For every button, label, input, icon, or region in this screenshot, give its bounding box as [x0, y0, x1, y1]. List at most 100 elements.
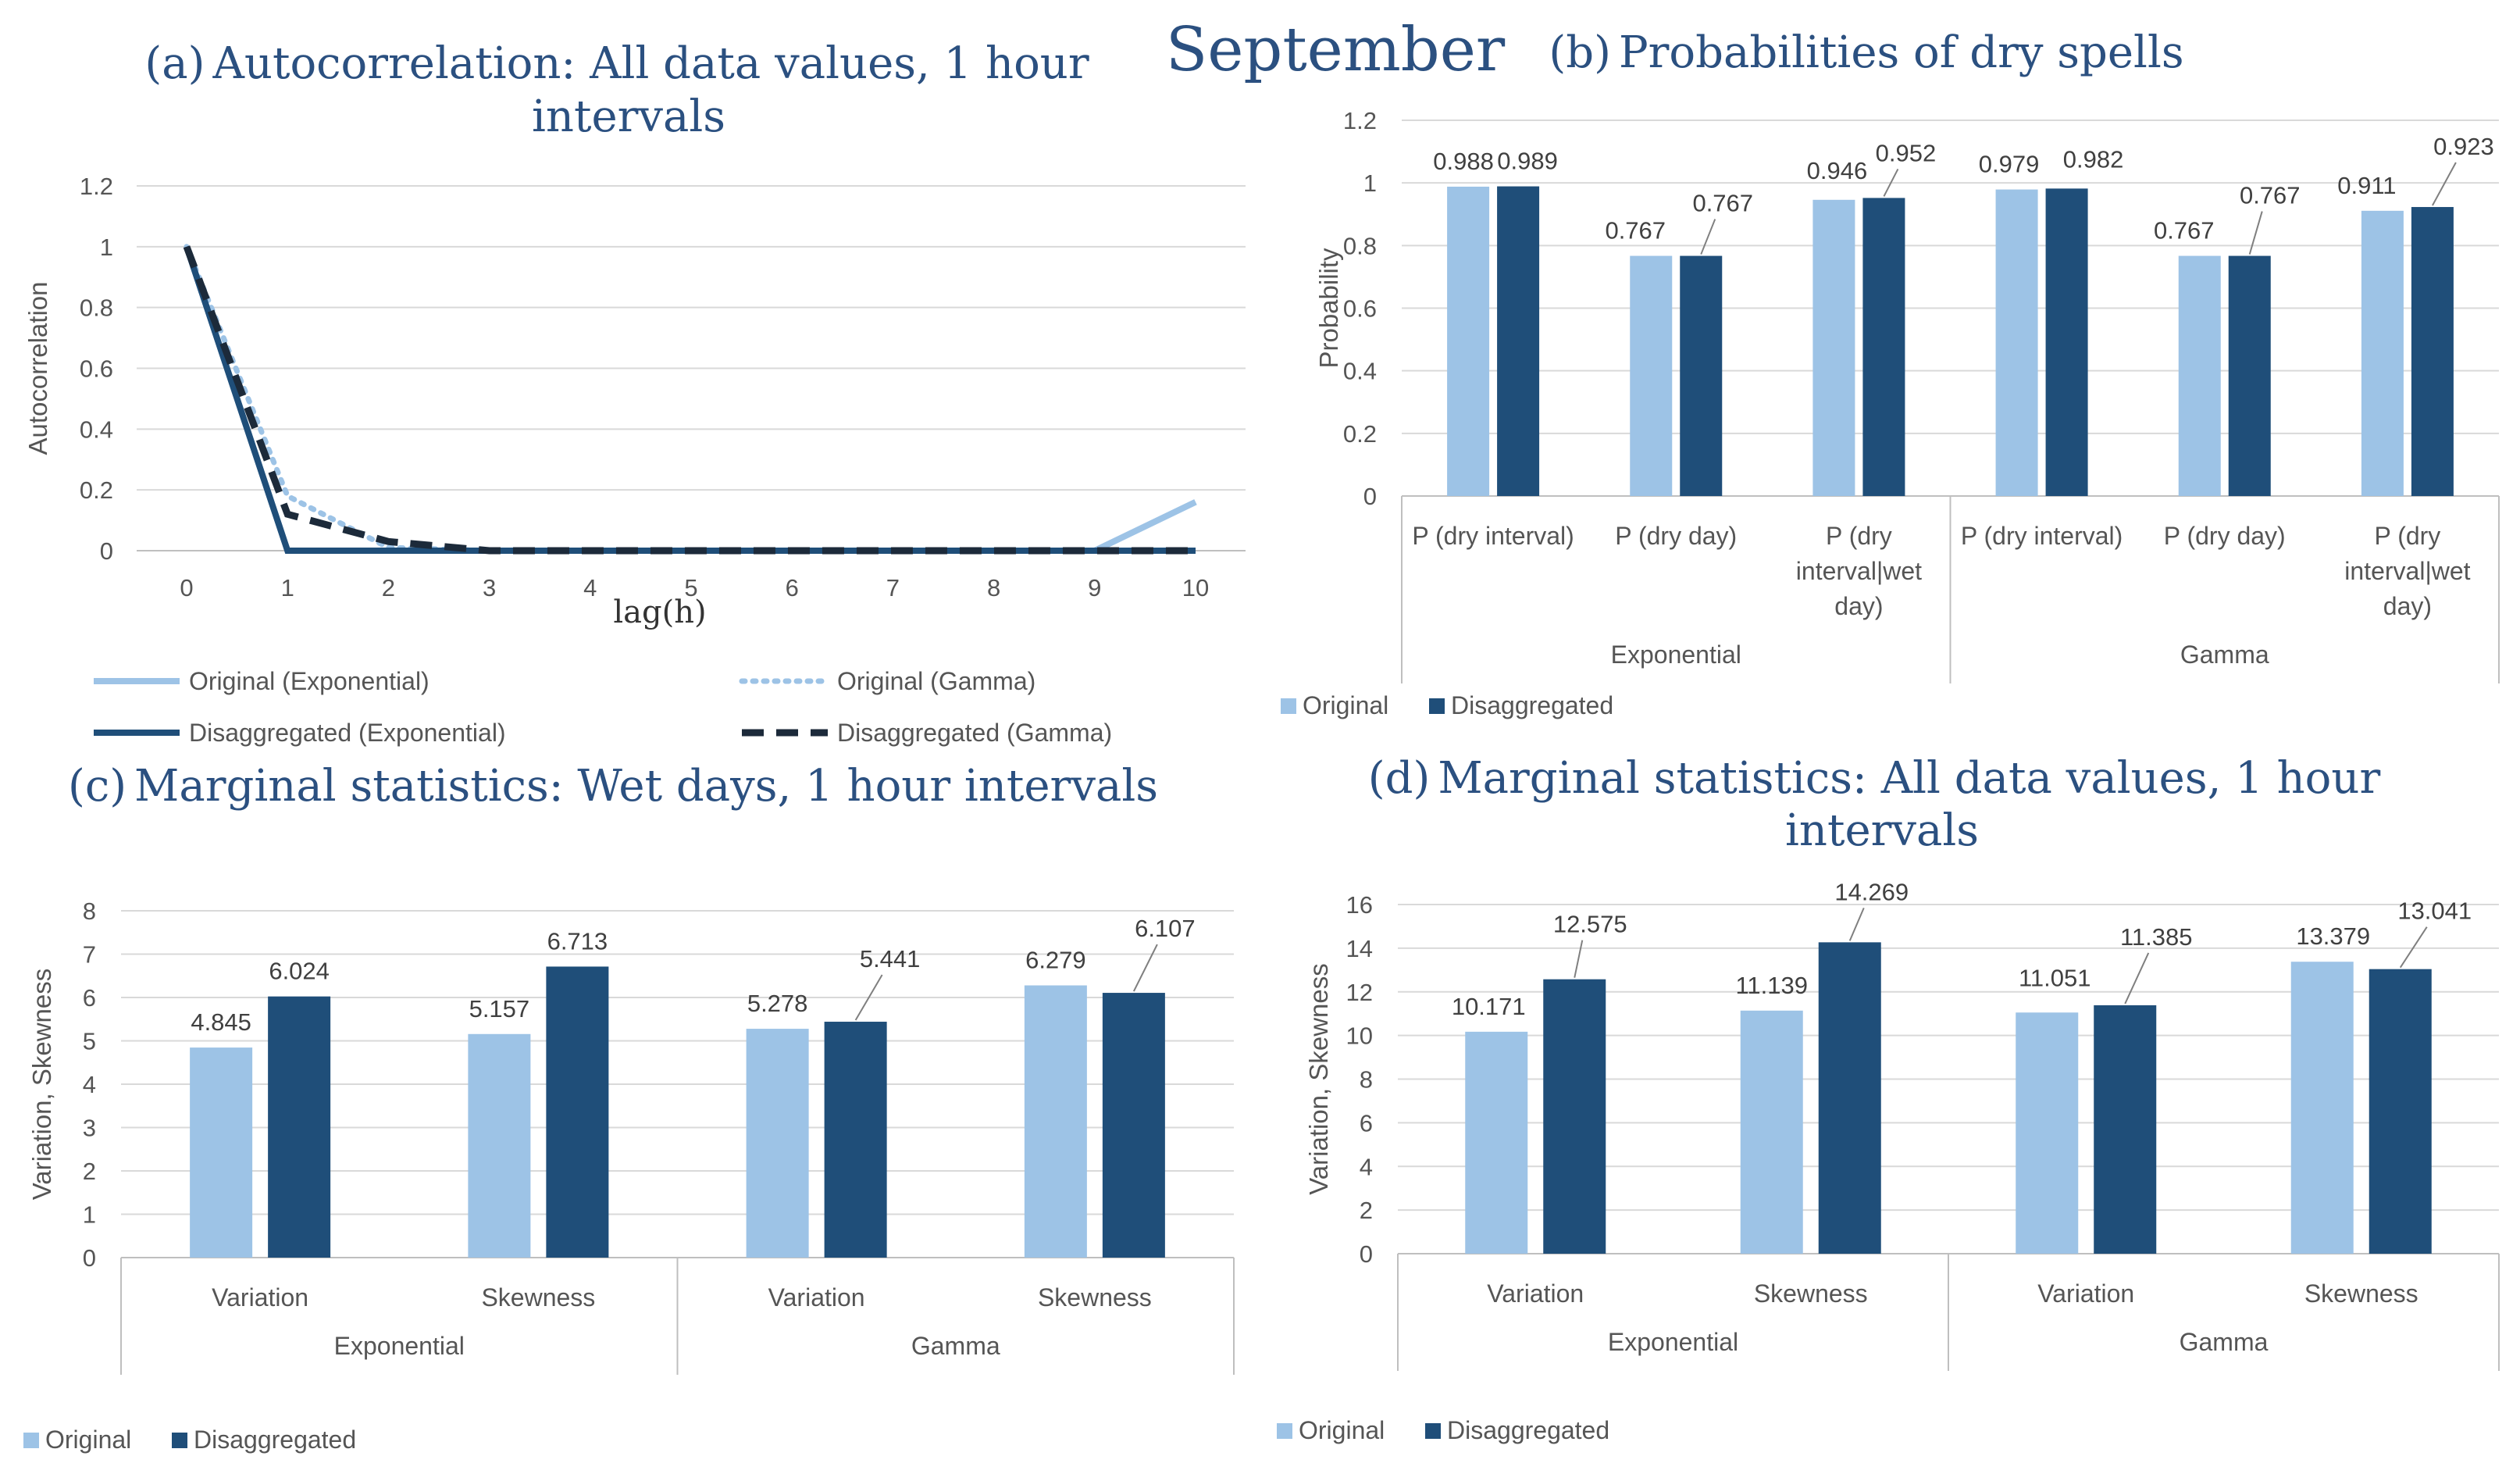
x-tick-label: 7: [886, 574, 900, 601]
y-tick-label: 0.8: [80, 294, 113, 322]
data-label: 13.041: [2397, 898, 2472, 925]
chart-title-line2: intervals: [532, 91, 725, 142]
x-tick-label: 5: [684, 574, 697, 601]
y-axis-label: Variation, Skewness: [1304, 963, 1333, 1195]
y-tick-label: 1: [100, 234, 113, 261]
bar: [746, 1029, 809, 1258]
chart-title-letter: (b): [1549, 27, 1611, 78]
y-tick-label: 2: [1360, 1197, 1373, 1224]
legend-swatch: [1429, 698, 1445, 714]
data-label: 14.269: [1834, 878, 1909, 905]
label-leader-line: [2432, 162, 2457, 206]
chart-title-text: Probabilities of dry spells: [1619, 27, 2184, 78]
y-tick-label: 2: [83, 1158, 96, 1185]
y-axis-label: Probability: [1314, 248, 1343, 369]
x-tick-label: 3: [483, 574, 496, 601]
chart-title-line2: intervals: [1785, 805, 1979, 856]
legend-label: Original (Exponential): [189, 667, 430, 695]
y-axis-label: Variation, Skewness: [27, 969, 56, 1201]
data-label: 0.989: [1497, 148, 1558, 175]
x-tick-label: day): [1834, 592, 1883, 620]
bar: [1465, 1031, 1528, 1254]
bar: [1447, 186, 1490, 496]
data-label: 0.911: [2337, 172, 2396, 199]
x-tick-label: 9: [1088, 574, 1101, 601]
bar: [1543, 979, 1606, 1254]
x-tick-label: P (dry: [1826, 522, 1892, 550]
label-leader-line: [854, 974, 883, 1021]
x-tick-label: 0: [180, 574, 193, 601]
x-tick-label: interval|wet: [1796, 557, 1922, 585]
x-tick-label: Variation: [2037, 1279, 2134, 1308]
chart-title: (a) Autocorrelation: All data values, 1 h…: [144, 38, 1089, 89]
bar: [2411, 207, 2454, 496]
x-tick-label: Skewness: [481, 1283, 595, 1311]
bar: [1024, 985, 1087, 1258]
data-label: 0.923: [2433, 133, 2494, 160]
x-tick-label: P (dry: [2375, 522, 2441, 550]
series-line: [184, 245, 1196, 554]
label-leader-line: [2248, 211, 2263, 255]
x-tick-label: Skewness: [1038, 1283, 1152, 1311]
x-tick-label: 1: [281, 574, 294, 601]
data-label: 11.139: [1735, 972, 1808, 999]
group-label: Gamma: [2180, 641, 2269, 669]
data-label: 4.845: [191, 1008, 251, 1036]
y-tick-label: 8: [83, 898, 96, 925]
x-tick-label: day): [2383, 592, 2432, 620]
data-label: 5.441: [860, 945, 921, 972]
data-label: 12.575: [1553, 911, 1627, 938]
legend-label: Disaggregated: [1451, 691, 1613, 719]
bar: [2016, 1012, 2079, 1254]
group-label: Gamma: [2180, 1328, 2269, 1356]
y-tick-label: 3: [83, 1115, 96, 1142]
bar: [190, 1047, 253, 1258]
y-tick-label: 1.2: [80, 173, 113, 200]
group-label: Gamma: [911, 1332, 1000, 1360]
data-label: 0.946: [1807, 157, 1868, 184]
y-tick-label: 0: [100, 537, 113, 565]
bar: [2290, 962, 2354, 1254]
data-label: 0.767: [2154, 217, 2215, 244]
legend-label: Disaggregated (Gamma): [837, 719, 1112, 747]
label-leader-line: [1132, 944, 1158, 992]
legend-label: Original (Gamma): [837, 667, 1035, 695]
x-tick-label: P (dry interval): [1961, 522, 2123, 550]
chart-title-letter: (c): [68, 761, 127, 812]
y-tick-label: 6: [1360, 1109, 1373, 1137]
label-leader-line: [2124, 952, 2150, 1005]
y-tick-label: 6: [83, 984, 96, 1012]
data-label: 0.979: [1979, 151, 2040, 178]
data-label: 6.107: [1135, 915, 1196, 942]
legend-swatch: [1277, 1423, 1292, 1439]
bar: [1630, 255, 1673, 496]
chart-title: (d) Marginal statistics: All data values,…: [1368, 753, 2381, 804]
bar: [1995, 189, 2038, 496]
x-tick-label: Skewness: [2304, 1279, 2418, 1308]
series-line: [183, 245, 1196, 555]
x-tick-label: Variation: [1487, 1279, 1584, 1308]
y-tick-label: 10: [1346, 1022, 1373, 1050]
chart-title-text: Autocorrelation: All data values, 1 hour: [212, 38, 1089, 89]
x-tick-label: Variation: [212, 1283, 308, 1311]
series-line: [184, 245, 1197, 554]
x-tick-label: P (dry interval): [1412, 522, 1574, 550]
y-tick-label: 0: [83, 1244, 96, 1272]
label-leader-line: [1883, 168, 1899, 197]
y-tick-label: 8: [1360, 1066, 1373, 1094]
label-leader-line: [1574, 940, 1584, 978]
y-tick-label: 7: [83, 941, 96, 969]
x-tick-label: 4: [583, 574, 597, 601]
chart-title-letter: (a): [144, 38, 205, 89]
series-line: [184, 244, 1199, 554]
chart-title: (c) Marginal statistics: Wet days, 1 hour…: [68, 761, 1158, 812]
x-axis-label: lag(h): [613, 594, 706, 630]
x-tick-label: Variation: [768, 1283, 865, 1311]
chart-title: (b) Probabilities of dry spells: [1549, 27, 2183, 78]
legend-label: Disaggregated: [194, 1426, 356, 1454]
label-leader-line: [1848, 907, 1865, 941]
bar: [1102, 993, 1165, 1258]
chart-title-letter: (d): [1368, 753, 1431, 804]
chart-title-text: Marginal statistics: All data values, 1 …: [1438, 753, 2380, 804]
y-tick-label: 1: [83, 1201, 96, 1229]
